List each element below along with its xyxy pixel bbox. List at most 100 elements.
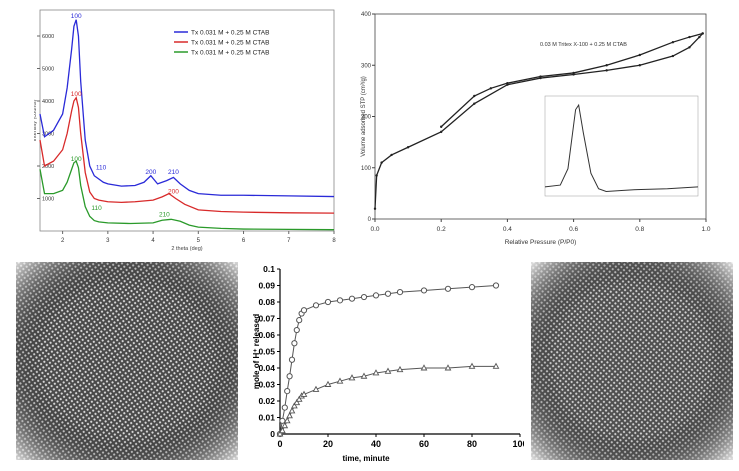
y-tick-label: 300 (361, 63, 372, 69)
kinetics-point-circle (396, 289, 404, 296)
y-tick-label: 0.1 (263, 264, 275, 274)
peak-label: 110 (91, 205, 102, 212)
plot-frame (39, 9, 335, 232)
isotherm-chart: 0.0 0.2 0.4 0.6 0.8 1.0 0 100 200 300 400 Relative … (361, 12, 711, 246)
isotherm-annotation: 0.03 M Tritex X-100 + 0.25 M CTAB (540, 42, 627, 48)
y-axis-label: Volume adsorbed STP (cm³/g) (361, 76, 367, 157)
kinetics-series-line (279, 365, 496, 435)
x-tick-label: 8 (332, 238, 336, 244)
y-tick-label: 4000 (42, 99, 54, 105)
y-tick-label: 5000 (42, 67, 54, 73)
x-axis-label: Relative Pressure (P/P0) (505, 239, 577, 246)
kinetics-point-triangle (281, 422, 289, 429)
y-tick-label: 0.02 (258, 396, 275, 406)
kinetics-point-circle (492, 282, 500, 289)
peak-label: 100 (71, 156, 82, 163)
inset-frame (544, 95, 699, 197)
kinetics-point-circle (296, 317, 303, 324)
x-tick-label: 3 (106, 238, 110, 244)
kinetics-point-circle (372, 292, 380, 299)
peak-label: 210 (159, 211, 170, 218)
isotherm-point (671, 54, 675, 58)
kinetics-point-circle (279, 417, 286, 424)
isotherm-point (473, 94, 476, 98)
isotherm-point (698, 35, 701, 39)
kinetics-point-triangle (468, 362, 476, 369)
kinetics-point-triangle (372, 369, 380, 376)
x-tick-label: 0 (277, 439, 282, 449)
isotherm-point (688, 46, 691, 49)
kinetics-point-circle (420, 287, 428, 294)
kinetics-point-circle (293, 326, 300, 334)
isotherm-point (671, 40, 675, 44)
kinetics-point-triangle (420, 364, 428, 371)
x-axis-label: time, minute (342, 454, 390, 463)
kinetics-point-triangle (396, 365, 404, 373)
isotherm-point (605, 64, 608, 67)
x-tick-label: 7 (287, 238, 291, 244)
y-tick-label: 0 (368, 217, 372, 223)
xrd-series-line (39, 96, 335, 214)
kinetics-point-circle (360, 293, 368, 301)
kinetics-point-triangle (312, 385, 320, 392)
y-tick-label: 0.03 (258, 380, 275, 390)
kinetics-point-circle (281, 404, 288, 411)
isotherm-point (572, 71, 575, 75)
y-tick-label: 0.08 (258, 297, 275, 307)
kinetics-point-circle (444, 285, 452, 292)
tem-image-left (16, 262, 238, 460)
y-tick-label: 2000 (42, 164, 54, 170)
kinetics-point-circle (286, 373, 293, 380)
peak-label: 100 (71, 13, 82, 20)
isotherm-point (440, 130, 443, 134)
kinetics-point-triangle (291, 402, 298, 409)
inset-line (544, 103, 699, 192)
y-tick-label: 0.06 (258, 330, 275, 340)
kinetics-point-triangle (295, 395, 303, 402)
isotherm-point (373, 207, 377, 210)
kinetics-point-circle (288, 356, 296, 363)
isotherm-series-line (374, 33, 704, 209)
kinetics-series-line (279, 285, 497, 435)
kinetics-point-triangle (286, 412, 293, 419)
x-tick-label: 4 (151, 238, 155, 244)
kinetics-chart-panel: 0 20 40 60 80 100 0 0.01 0.02 0.03 0.04 0.05 0.06 0.0… (248, 262, 528, 466)
legend-entry: Tx 0.031 M + 0.25 M CTAB (191, 50, 269, 57)
isotherm-point (489, 87, 493, 90)
isotherm-point (539, 75, 542, 78)
x-tick-label: 0.8 (635, 226, 644, 233)
y-axis-label: Intensity (counts) (34, 99, 38, 141)
y-tick-label: 0.09 (258, 281, 275, 291)
kinetics-point-triangle (279, 426, 286, 434)
isotherm-point (605, 69, 608, 72)
kinetics-point-triangle (336, 377, 344, 384)
x-tick-label: 20 (323, 439, 333, 449)
x-tick-label: 5 (197, 238, 201, 244)
isotherm-point (688, 35, 691, 39)
y-tick-label: 200 (361, 115, 372, 121)
kinetics-point-triangle (276, 430, 284, 437)
x-tick-label: 0.0 (370, 226, 379, 233)
kinetics-chart: 0 20 40 60 80 100 0 0.01 0.02 0.03 0.04 0.05 0.06 0.0… (252, 264, 528, 463)
isotherm-point (440, 125, 443, 128)
x-tick-label: 0.4 (503, 226, 512, 233)
x-tick-label: 40 (371, 439, 381, 449)
kinetics-point-circle (300, 307, 308, 314)
x-tick-label: 80 (467, 439, 477, 449)
kinetics-point-circle (468, 284, 476, 291)
isotherm-point (638, 64, 641, 67)
isotherm-point (473, 102, 476, 105)
kinetics-point-circle (284, 388, 291, 395)
tem-image-right (531, 262, 733, 460)
kinetics-point-triangle (492, 362, 500, 369)
y-tick-label: 6000 (42, 34, 54, 40)
x-tick-label: 0.2 (437, 226, 446, 233)
xrd-series-line (39, 160, 335, 231)
x-tick-label: 60 (419, 439, 429, 449)
kinetics-point-triangle (360, 372, 368, 379)
isotherm-point (406, 146, 410, 149)
kinetics-point-circle (336, 297, 344, 304)
x-tick-label: 100 (512, 439, 524, 449)
y-axis-label: mole of H⁺ released (252, 314, 261, 389)
